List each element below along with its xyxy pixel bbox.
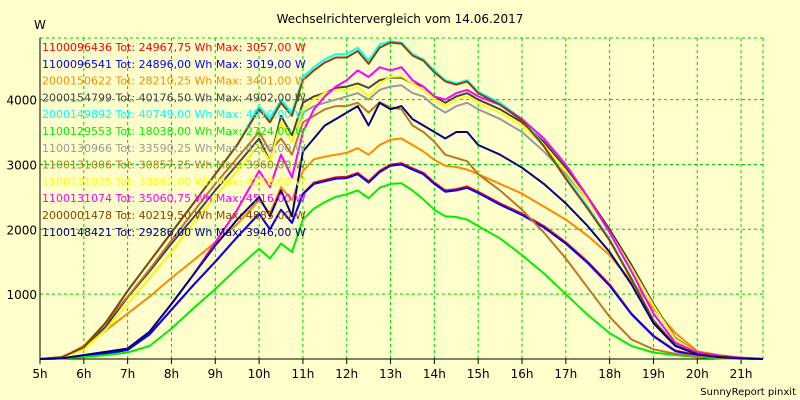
legend-entry-5: 2000149892 Tot: 40749,00 Wh Max: 4919,00… bbox=[42, 108, 306, 121]
x-tick-label: 18h bbox=[598, 367, 621, 381]
x-tick-label: 5h bbox=[32, 367, 47, 381]
y-axis-ticks: 1000 2000 3000 4000 bbox=[6, 94, 37, 303]
x-tick-label: 15h bbox=[467, 367, 490, 381]
axes bbox=[39, 38, 763, 360]
legend-entry-9: 1100131025 Tot: 33862,00 Wh Max: 4358,00… bbox=[42, 175, 306, 188]
x-tick-label: 10h bbox=[248, 367, 271, 381]
x-tick-label: 8h bbox=[164, 367, 179, 381]
legend-entry-11: 2000001478 Tot: 40219,50 Wh Max: 4885,00… bbox=[42, 209, 306, 222]
x-tick-label: 19h bbox=[642, 367, 665, 381]
legend-entry-12: 1100148421 Tot: 29286,00 Wh Max: 3946,00… bbox=[42, 226, 306, 239]
series-line-11 bbox=[39, 41, 764, 360]
x-tick-label: 13h bbox=[379, 367, 402, 381]
series-line-2 bbox=[39, 163, 764, 360]
y-tick-label: 2000 bbox=[6, 223, 37, 237]
x-tick-label: 17h bbox=[554, 367, 577, 381]
x-tick-label: 6h bbox=[76, 367, 91, 381]
legend-entry-10: 1100131074 Tot: 35060,75 Wh Max: 4516,00… bbox=[42, 192, 306, 205]
series-line-3 bbox=[39, 137, 764, 360]
chart-title: Wechselrichtervergleich vom 14.06.2017 bbox=[277, 12, 524, 26]
legend-entry-8: 1100131006 Tot: 30857,25 Wh Max: 3960,00… bbox=[42, 159, 306, 172]
y-tick-label: 3000 bbox=[6, 158, 37, 172]
legend-entry-1: 1100096436 Tot: 24967,75 Wh Max: 3057,00… bbox=[42, 41, 306, 54]
y-tick-label: 4000 bbox=[6, 94, 37, 108]
series-lines bbox=[39, 40, 764, 360]
series-line-6 bbox=[39, 182, 764, 360]
legend-entry-3: 2000150622 Tot: 28210,25 Wh Max: 3401,00… bbox=[42, 75, 306, 88]
series-line-12 bbox=[39, 101, 764, 360]
legend-entry-7: 1100130966 Tot: 33590,25 Wh Max: 4266,00… bbox=[42, 142, 306, 155]
x-tick-label: 21h bbox=[730, 367, 753, 381]
x-tick-label: 12h bbox=[335, 367, 358, 381]
x-tick-label: 7h bbox=[120, 367, 135, 381]
y-tick-label: 1000 bbox=[6, 288, 37, 302]
legend-entry-2: 1100096541 Tot: 24896,00 Wh Max: 3019,00… bbox=[42, 58, 306, 71]
legend-entry-6: 1100129553 Tot: 18038,00 Wh Max: 2724,00… bbox=[42, 125, 306, 138]
y-axis-label: W bbox=[34, 18, 46, 32]
x-tick-label: 14h bbox=[423, 367, 446, 381]
x-tick-label: 16h bbox=[511, 367, 534, 381]
series-line-8 bbox=[39, 101, 764, 360]
legend-entry-4: 2000154799 Tot: 40176,50 Wh Max: 4902,00… bbox=[42, 91, 306, 104]
x-tick-label: 9h bbox=[208, 367, 223, 381]
legend: 1100096436 Tot: 24967,75 Wh Max: 3057,00… bbox=[42, 41, 306, 239]
x-tick-label: 11h bbox=[291, 367, 314, 381]
x-tick-label: 20h bbox=[686, 367, 709, 381]
credit-text: SunnyReport pinxit bbox=[700, 387, 796, 398]
x-axis-ticks: 5h 6h 7h 8h 9h 10h 11h 12h 13h 14h 15h 16h 17h 18h 19h… bbox=[32, 359, 753, 381]
series-line-4 bbox=[39, 76, 764, 360]
